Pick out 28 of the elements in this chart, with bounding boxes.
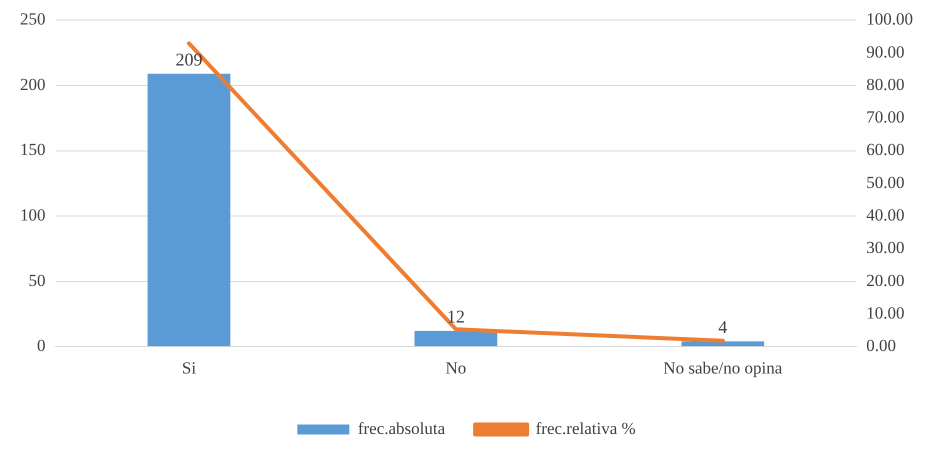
y-tick-label: 50 [28, 270, 46, 290]
y2-tick-label: 70.00 [866, 108, 904, 127]
y2-tick-label: 0.00 [866, 336, 896, 356]
data-label: 12 [446, 306, 465, 327]
y-tick-label: 200 [20, 74, 46, 94]
y2-tick-label: 30.00 [866, 238, 904, 258]
x-tick-label: No sabe/no opina [663, 358, 783, 378]
bar [681, 341, 764, 346]
y2-tick-label: 60.00 [866, 140, 904, 160]
legend-label: frec.relativa % [536, 418, 636, 438]
y2-tick-label: 80.00 [866, 74, 904, 94]
y2-tick-label: 10.00 [866, 303, 904, 322]
y-tick-label: 0 [37, 336, 46, 356]
y2-tick-label: 20.00 [866, 270, 904, 290]
y-tick-label: 150 [20, 140, 46, 160]
y2-tick-label: 100.00 [866, 10, 913, 29]
data-label: 209 [175, 49, 202, 70]
y-tick-label: 100 [20, 206, 46, 225]
y2-tick-label: 90.00 [866, 42, 904, 62]
bar [148, 74, 230, 346]
legend-label: frec.absoluta [358, 418, 446, 438]
x-tick-label: Si [182, 358, 196, 378]
y-tick-label: 250 [20, 10, 46, 29]
y2-tick-label: 50.00 [866, 172, 904, 192]
bar [414, 330, 498, 346]
x-tick-label: No [445, 358, 466, 378]
data-label: 4 [718, 317, 728, 338]
y2-tick-label: 40.00 [866, 206, 904, 225]
